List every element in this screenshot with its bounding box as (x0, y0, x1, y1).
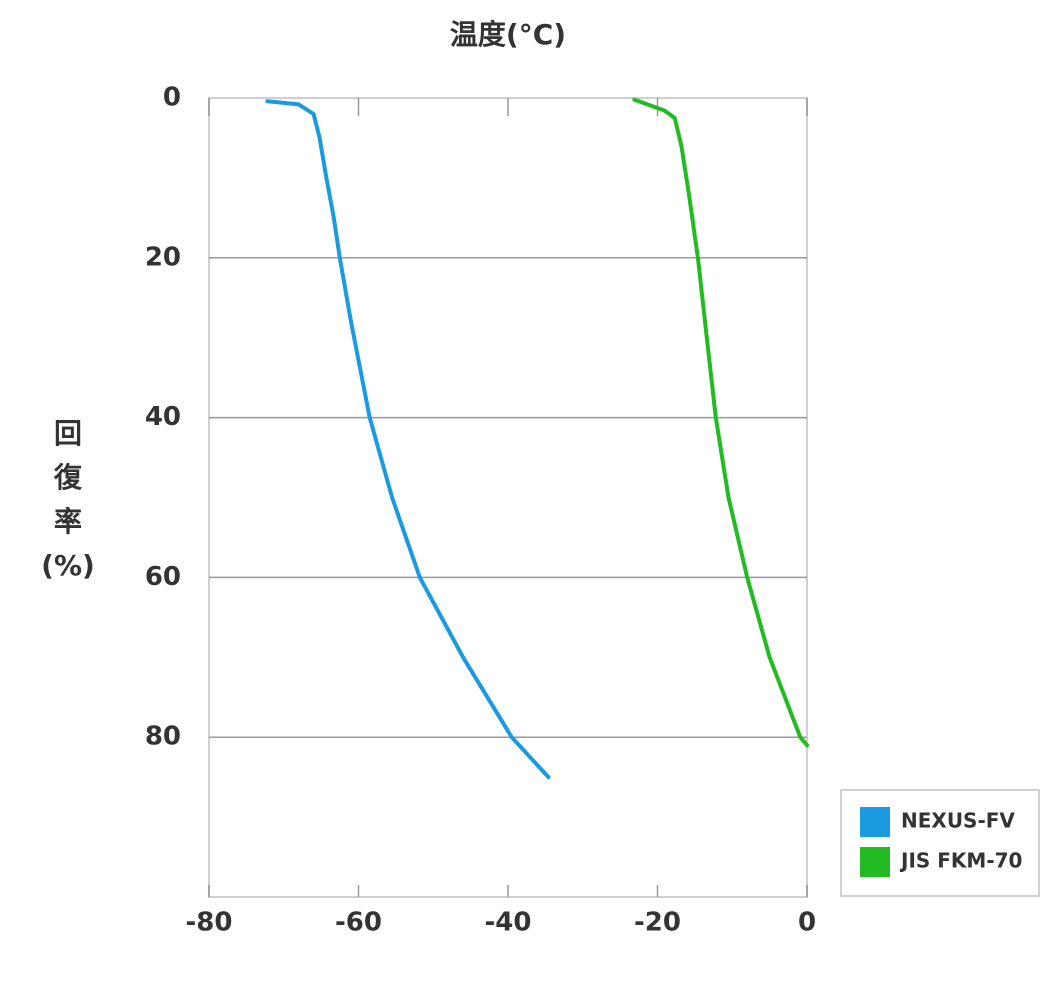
legend-swatch (860, 847, 890, 877)
x-tick-label: -80 (186, 908, 233, 938)
series-line (632, 97, 809, 748)
legend-box (840, 789, 1040, 897)
legend-swatch (860, 807, 890, 837)
plot-frame (208, 97, 808, 898)
y-tick-label: 20 (145, 242, 181, 272)
legend-label: NEXUS-FV (901, 809, 1015, 833)
legend-label: JIS FKM-70 (899, 849, 1022, 873)
legend: NEXUS-FV JIS FKM-70 (840, 789, 1040, 897)
y-tick-label: 80 (145, 722, 181, 752)
series-line (265, 99, 551, 780)
x-axis-title: 温度(°C) (450, 18, 566, 51)
x-tick-label: 0 (798, 908, 816, 938)
x-tick-label: -60 (335, 908, 382, 938)
y-tick-label: 60 (145, 562, 181, 592)
x-tick-label: -20 (634, 908, 681, 938)
x-tick-label: -40 (485, 908, 532, 938)
y-tick-label: 0 (163, 83, 181, 113)
y-tick-label: 40 (145, 402, 181, 432)
y-axis-title: 回復率(%) (41, 417, 95, 582)
